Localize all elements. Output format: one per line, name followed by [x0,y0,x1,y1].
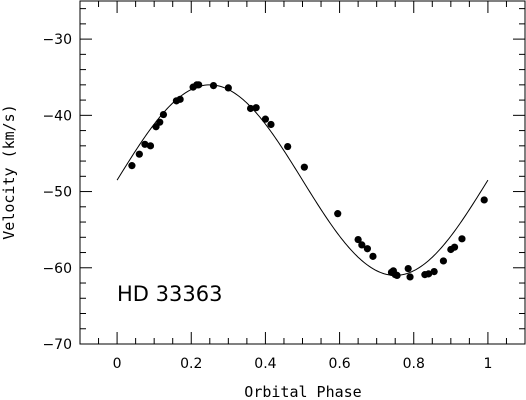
data-point [369,252,377,260]
x-axis-label: Orbital Phase [244,383,361,400]
data-point [252,104,260,112]
data-point [334,210,342,218]
data-point [363,245,371,253]
data-point [430,267,438,276]
data-point [284,142,292,151]
data-points [128,81,488,281]
data-point [424,270,433,278]
data-point [358,241,366,249]
x-tick-label: 0.8 [403,356,425,372]
x-tick-label: 0.2 [180,356,202,372]
data-point [156,118,164,126]
x-tick-label: 0.4 [254,356,276,372]
y-axis-ticks: −70 −60 −50 −40 −30 [42,8,525,353]
data-point [128,162,136,170]
data-point [393,271,401,279]
x-tick-label: 0 [113,356,122,372]
data-point [480,196,488,204]
data-point [195,81,203,89]
data-point [141,140,149,148]
data-point [209,82,218,90]
y-axis-label: Velocity (km/s) [0,104,18,239]
y-tick-label: −70 [42,337,72,353]
star-annotation: HD 33363 [117,282,222,306]
y-tick-label: −40 [42,108,72,124]
orbit-fit-curve [116,84,489,276]
data-point [439,257,448,265]
y-tick-label: −30 [42,32,72,48]
data-point [246,104,255,113]
data-point [261,115,270,123]
data-point [458,235,466,243]
data-point [354,235,362,244]
data-point [135,150,143,158]
x-axis-ticks: 0 0.2 0.4 0.6 0.8 1 [98,1,507,372]
data-point [406,273,414,281]
data-point [300,163,308,171]
y-tick-label: −60 [42,261,72,277]
y-tick-label: −50 [42,185,72,201]
x-tick-label: 0.6 [328,356,350,372]
x-tick-label: 1 [483,356,492,372]
data-point [450,243,459,251]
data-point [159,110,168,119]
data-point [176,95,184,103]
data-point [267,120,275,129]
data-point [404,264,412,273]
data-point [224,84,232,92]
data-point [146,142,155,150]
